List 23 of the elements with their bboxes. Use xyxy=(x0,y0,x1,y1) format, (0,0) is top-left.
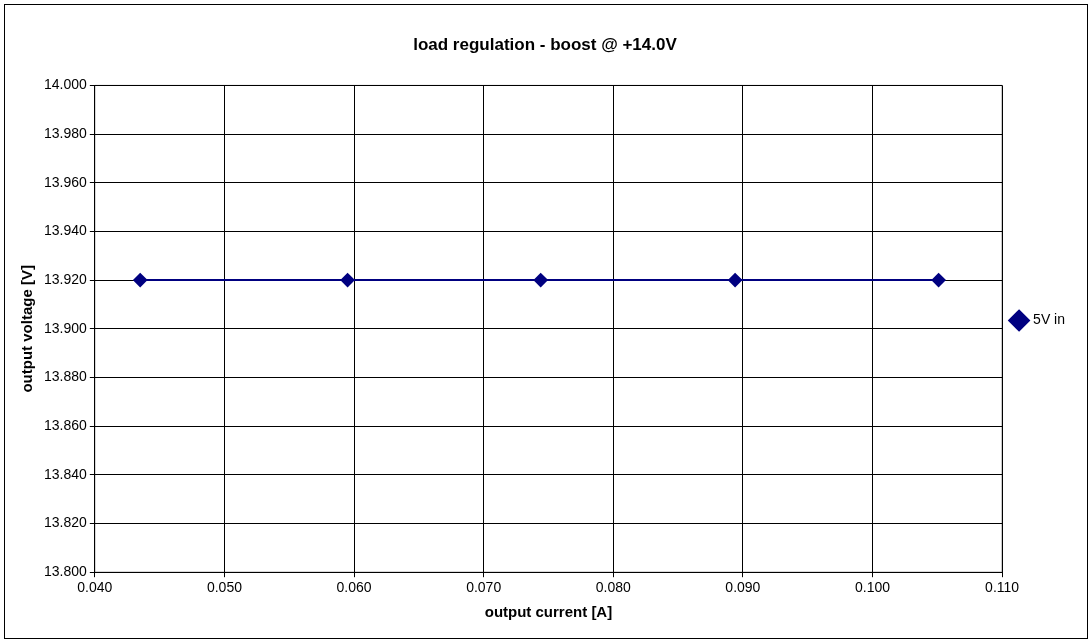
chart-title: load regulation - boost @ +14.0V xyxy=(413,34,678,54)
y-tick-label: 13.900 xyxy=(43,319,88,336)
y-tick-label: 13.800 xyxy=(43,563,88,580)
y-tick-label: 13.940 xyxy=(43,222,88,239)
x-tick-label: 0.110 xyxy=(985,579,1020,596)
x-tick-label: 0.040 xyxy=(77,579,113,596)
y-tick-label: 13.820 xyxy=(43,514,88,531)
legend-label: 5V in xyxy=(1033,311,1066,328)
y-axis-title: output voltage [V] xyxy=(18,265,36,393)
y-tick-label: 14.000 xyxy=(43,76,88,93)
x-tick-label: 0.100 xyxy=(854,579,891,596)
x-tick-label: 0.090 xyxy=(725,579,761,596)
x-tick-label: 0.070 xyxy=(466,579,502,596)
x-tick-label: 0.080 xyxy=(595,579,631,596)
y-tick-label: 13.920 xyxy=(43,270,88,287)
x-tick-label: 0.060 xyxy=(336,579,372,596)
x-axis-title: output current [A] xyxy=(484,603,613,621)
y-tick-label: 13.860 xyxy=(43,417,88,434)
y-tick-label: 13.880 xyxy=(43,368,88,385)
y-tick-label: 13.840 xyxy=(43,465,88,482)
x-tick-label: 0.050 xyxy=(206,579,243,596)
y-tick-label: 13.980 xyxy=(43,124,88,141)
y-tick-label: 13.960 xyxy=(43,173,88,190)
